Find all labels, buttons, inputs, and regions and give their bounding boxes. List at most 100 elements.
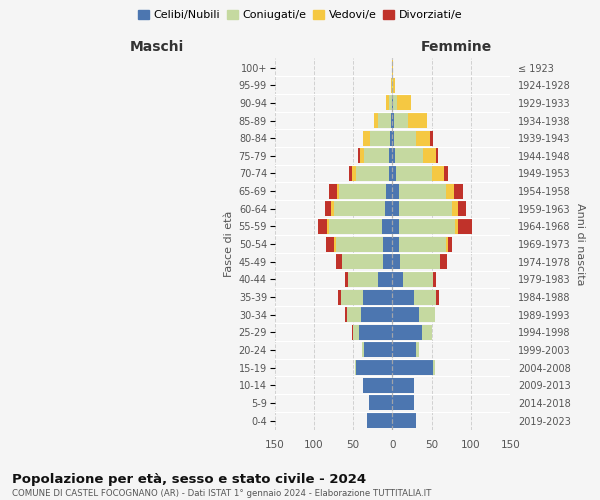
- Bar: [392, 413, 416, 428]
- Bar: [393, 96, 397, 110]
- Bar: [336, 254, 342, 269]
- Bar: [331, 202, 334, 216]
- Bar: [374, 113, 379, 128]
- Bar: [359, 325, 392, 340]
- Bar: [455, 219, 458, 234]
- Bar: [392, 78, 393, 92]
- Bar: [436, 290, 439, 304]
- Bar: [403, 272, 433, 287]
- Bar: [391, 78, 392, 92]
- Bar: [334, 202, 385, 216]
- Bar: [392, 342, 416, 357]
- Bar: [392, 290, 415, 304]
- Bar: [341, 290, 362, 304]
- Bar: [386, 96, 389, 110]
- Bar: [436, 148, 438, 164]
- Bar: [342, 254, 383, 269]
- Bar: [379, 113, 391, 128]
- Bar: [389, 148, 392, 164]
- Bar: [383, 236, 392, 252]
- Bar: [352, 166, 356, 181]
- Bar: [383, 254, 392, 269]
- Legend: Celibi/Nubili, Coniugati/e, Vedovi/e, Divorziati/e: Celibi/Nubili, Coniugati/e, Vedovi/e, Di…: [133, 6, 467, 25]
- Y-axis label: Anni di nascita: Anni di nascita: [575, 203, 585, 285]
- Bar: [458, 202, 466, 216]
- Bar: [385, 202, 392, 216]
- Bar: [399, 219, 455, 234]
- Bar: [386, 184, 392, 198]
- Bar: [318, 219, 327, 234]
- Bar: [445, 166, 448, 181]
- Bar: [393, 78, 395, 92]
- Bar: [326, 236, 334, 252]
- Bar: [334, 236, 336, 252]
- Bar: [394, 130, 416, 146]
- Text: Femmine: Femmine: [421, 40, 492, 54]
- Bar: [325, 202, 331, 216]
- Bar: [392, 184, 399, 198]
- Bar: [339, 184, 386, 198]
- Bar: [448, 236, 452, 252]
- Bar: [433, 272, 436, 287]
- Bar: [392, 272, 403, 287]
- Bar: [452, 202, 458, 216]
- Bar: [327, 219, 329, 234]
- Bar: [446, 184, 454, 198]
- Bar: [392, 236, 399, 252]
- Bar: [382, 219, 392, 234]
- Bar: [446, 236, 448, 252]
- Bar: [370, 130, 390, 146]
- Bar: [440, 254, 448, 269]
- Bar: [392, 202, 399, 216]
- Bar: [355, 360, 356, 375]
- Bar: [395, 148, 423, 164]
- Bar: [423, 148, 436, 164]
- Bar: [362, 378, 392, 393]
- Bar: [390, 130, 392, 146]
- Bar: [349, 272, 379, 287]
- Bar: [389, 166, 392, 181]
- Bar: [349, 166, 352, 181]
- Bar: [458, 219, 472, 234]
- Bar: [364, 148, 389, 164]
- Bar: [392, 219, 399, 234]
- Bar: [356, 166, 389, 181]
- Bar: [422, 325, 432, 340]
- Bar: [392, 325, 422, 340]
- Bar: [352, 325, 353, 340]
- Bar: [454, 184, 463, 198]
- Bar: [344, 272, 349, 287]
- Bar: [361, 307, 392, 322]
- Bar: [362, 290, 392, 304]
- Bar: [392, 96, 393, 110]
- Bar: [338, 290, 341, 304]
- Bar: [400, 254, 440, 269]
- Bar: [399, 236, 446, 252]
- Bar: [358, 148, 360, 164]
- Bar: [392, 166, 397, 181]
- Y-axis label: Fasce di età: Fasce di età: [224, 211, 235, 278]
- Bar: [392, 148, 395, 164]
- Bar: [364, 342, 392, 357]
- Bar: [389, 96, 392, 110]
- Bar: [392, 360, 433, 375]
- Bar: [329, 184, 337, 198]
- Bar: [360, 148, 364, 164]
- Bar: [432, 166, 445, 181]
- Bar: [379, 272, 392, 287]
- Bar: [399, 202, 452, 216]
- Bar: [392, 113, 394, 128]
- Bar: [392, 307, 419, 322]
- Bar: [369, 396, 392, 410]
- Bar: [392, 396, 415, 410]
- Bar: [346, 307, 347, 322]
- Bar: [391, 113, 392, 128]
- Bar: [433, 360, 435, 375]
- Bar: [392, 378, 415, 393]
- Bar: [347, 307, 361, 322]
- Bar: [430, 130, 433, 146]
- Bar: [337, 184, 339, 198]
- Bar: [415, 290, 436, 304]
- Bar: [356, 360, 392, 375]
- Bar: [399, 184, 446, 198]
